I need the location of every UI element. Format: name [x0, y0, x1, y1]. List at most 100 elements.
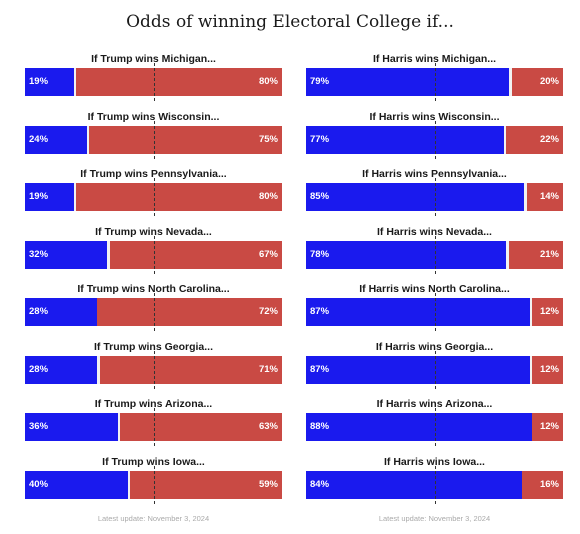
trump-value-label: 22%	[539, 133, 559, 145]
trump-bar-segment	[76, 68, 282, 96]
fifty-percent-line	[434, 120, 436, 159]
panel-title: If Harris wins Nevada...	[377, 225, 492, 238]
bar-panel: If Trump wins Pennsylvania... 19% 80%	[25, 168, 282, 218]
bar-panel: If Trump wins Iowa... 40% 59%	[25, 456, 282, 506]
fifty-percent-line	[153, 350, 155, 389]
trump-value-label: 14%	[539, 191, 559, 202]
trump-bar-segment	[99, 355, 282, 384]
harris-bar-segment	[25, 240, 108, 269]
harris-bar-segment	[306, 470, 522, 499]
harris-bar-segment	[306, 298, 530, 326]
fifty-percent-line	[434, 350, 436, 389]
panel-title: If Harris wins Iowa...	[384, 455, 485, 468]
bar-panel: If Trump wins North Carolina... 28% 72%	[25, 283, 282, 333]
harris-bar-segment	[25, 355, 97, 384]
stacked-bar: 40% 59%	[25, 470, 282, 499]
trump-value-label: 12%	[539, 421, 559, 432]
harris-bar-segment	[25, 125, 87, 154]
fifty-percent-line	[153, 408, 155, 446]
harris-bar-segment	[25, 68, 74, 96]
bar-panel: If Harris wins Pennsylvania... 85% 14%	[306, 168, 563, 218]
trump-bar-segment	[96, 298, 282, 326]
fifty-percent-line	[434, 408, 436, 446]
trump-value-label: 67%	[258, 248, 278, 260]
harris-bar-segment	[25, 413, 118, 441]
fifty-percent-line	[434, 235, 436, 274]
trump-bar-segment	[76, 183, 282, 211]
harris-value-label: 84%	[310, 478, 330, 490]
trump-bar-segment	[532, 298, 563, 326]
panel-title: If Harris wins Arizona...	[376, 398, 493, 410]
trump-bar-segment	[532, 413, 563, 441]
fifty-percent-line	[153, 120, 155, 159]
trump-value-label: 75%	[258, 133, 278, 145]
fifty-percent-line	[434, 293, 436, 331]
panel-title: If Trump wins Wisconsin...	[87, 110, 220, 123]
update-note: Latest update: November 3, 2024	[97, 514, 210, 523]
trump-value-label: 20%	[539, 76, 559, 87]
harris-bar-segment	[306, 125, 504, 154]
panel-title: If Trump wins Georgia...	[93, 340, 214, 353]
trump-bar-segment	[521, 470, 563, 499]
bar-panel: If Trump wins Arizona... 36% 63%	[25, 398, 282, 448]
stacked-bar: 87% 12%	[306, 355, 563, 384]
bar-panel: If Trump wins Wisconsin... 24% 75%	[25, 111, 282, 161]
panel-title: If Trump wins Michigan...	[91, 53, 216, 65]
bar-panel: If Trump wins Nevada... 32% 67%	[25, 226, 282, 276]
trump-bar-segment	[506, 125, 563, 154]
panel-title: If Trump wins Nevada...	[95, 225, 212, 238]
harris-value-label: 77%	[310, 133, 330, 145]
trump-bar-segment	[532, 355, 563, 384]
fifty-percent-line	[434, 63, 436, 101]
trump-value-label: 80%	[258, 191, 278, 202]
stacked-bar: 84% 16%	[306, 470, 563, 499]
harris-value-label: 87%	[310, 363, 330, 375]
panel-title: If Harris wins Michigan...	[372, 53, 497, 65]
harris-bar-segment	[25, 470, 128, 499]
update-note: Latest update: November 3, 2024	[378, 514, 491, 523]
panel-title: If Harris wins Pennsylvania...	[362, 168, 507, 180]
trump-value-label: 72%	[258, 306, 278, 317]
bar-panel: If Harris wins Iowa... 84% 16%	[306, 456, 563, 506]
harris-value-label: 87%	[310, 306, 330, 317]
fifty-percent-line	[153, 465, 155, 504]
trump-bar-segment	[527, 183, 563, 211]
bar-panel: If Harris wins North Carolina... 87% 12%	[306, 283, 563, 333]
harris-value-label: 28%	[29, 306, 49, 317]
bar-panel: If Harris wins Arizona... 88% 12%	[306, 398, 563, 448]
harris-bar-segment	[25, 183, 74, 211]
trump-bar-segment	[511, 68, 563, 96]
chart-title: Odds of winning Electoral College if...	[126, 12, 454, 32]
fifty-percent-line	[434, 465, 436, 504]
trump-bar-segment	[109, 240, 282, 269]
harris-value-label: 19%	[29, 76, 49, 87]
harris-value-label: 40%	[29, 478, 49, 490]
trump-value-label: 59%	[258, 478, 278, 490]
harris-value-label: 88%	[310, 421, 330, 432]
harris-value-label: 85%	[310, 191, 330, 202]
panel-title: If Harris wins Wisconsin...	[369, 110, 500, 123]
trump-value-label: 16%	[539, 478, 559, 490]
fifty-percent-line	[153, 293, 155, 331]
fifty-percent-line	[434, 178, 436, 216]
trump-value-label: 80%	[258, 76, 278, 87]
harris-value-label: 79%	[310, 76, 330, 87]
trump-bar-segment	[89, 125, 282, 154]
trump-bar-segment	[120, 413, 282, 441]
bar-panel: If Harris wins Georgia... 87% 12%	[306, 341, 563, 391]
harris-value-label: 32%	[29, 248, 49, 260]
trump-value-label: 21%	[539, 248, 559, 260]
bar-panel: If Trump wins Georgia... 28% 71%	[25, 341, 282, 391]
harris-value-label: 19%	[29, 191, 49, 202]
trump-value-label: 71%	[258, 363, 278, 375]
bar-panel: If Harris wins Michigan... 79% 20%	[306, 53, 563, 103]
harris-value-label: 36%	[29, 421, 49, 432]
bar-panel: If Trump wins Michigan... 19% 80%	[25, 53, 282, 103]
panel-title: If Harris wins Georgia...	[375, 340, 494, 353]
harris-bar-segment	[306, 183, 525, 211]
trump-value-label: 12%	[539, 363, 559, 375]
trump-bar-segment	[509, 240, 563, 269]
harris-value-label: 24%	[29, 133, 49, 145]
bar-panel: If Harris wins Nevada... 78% 21%	[306, 226, 563, 276]
harris-bar-segment	[306, 240, 507, 269]
